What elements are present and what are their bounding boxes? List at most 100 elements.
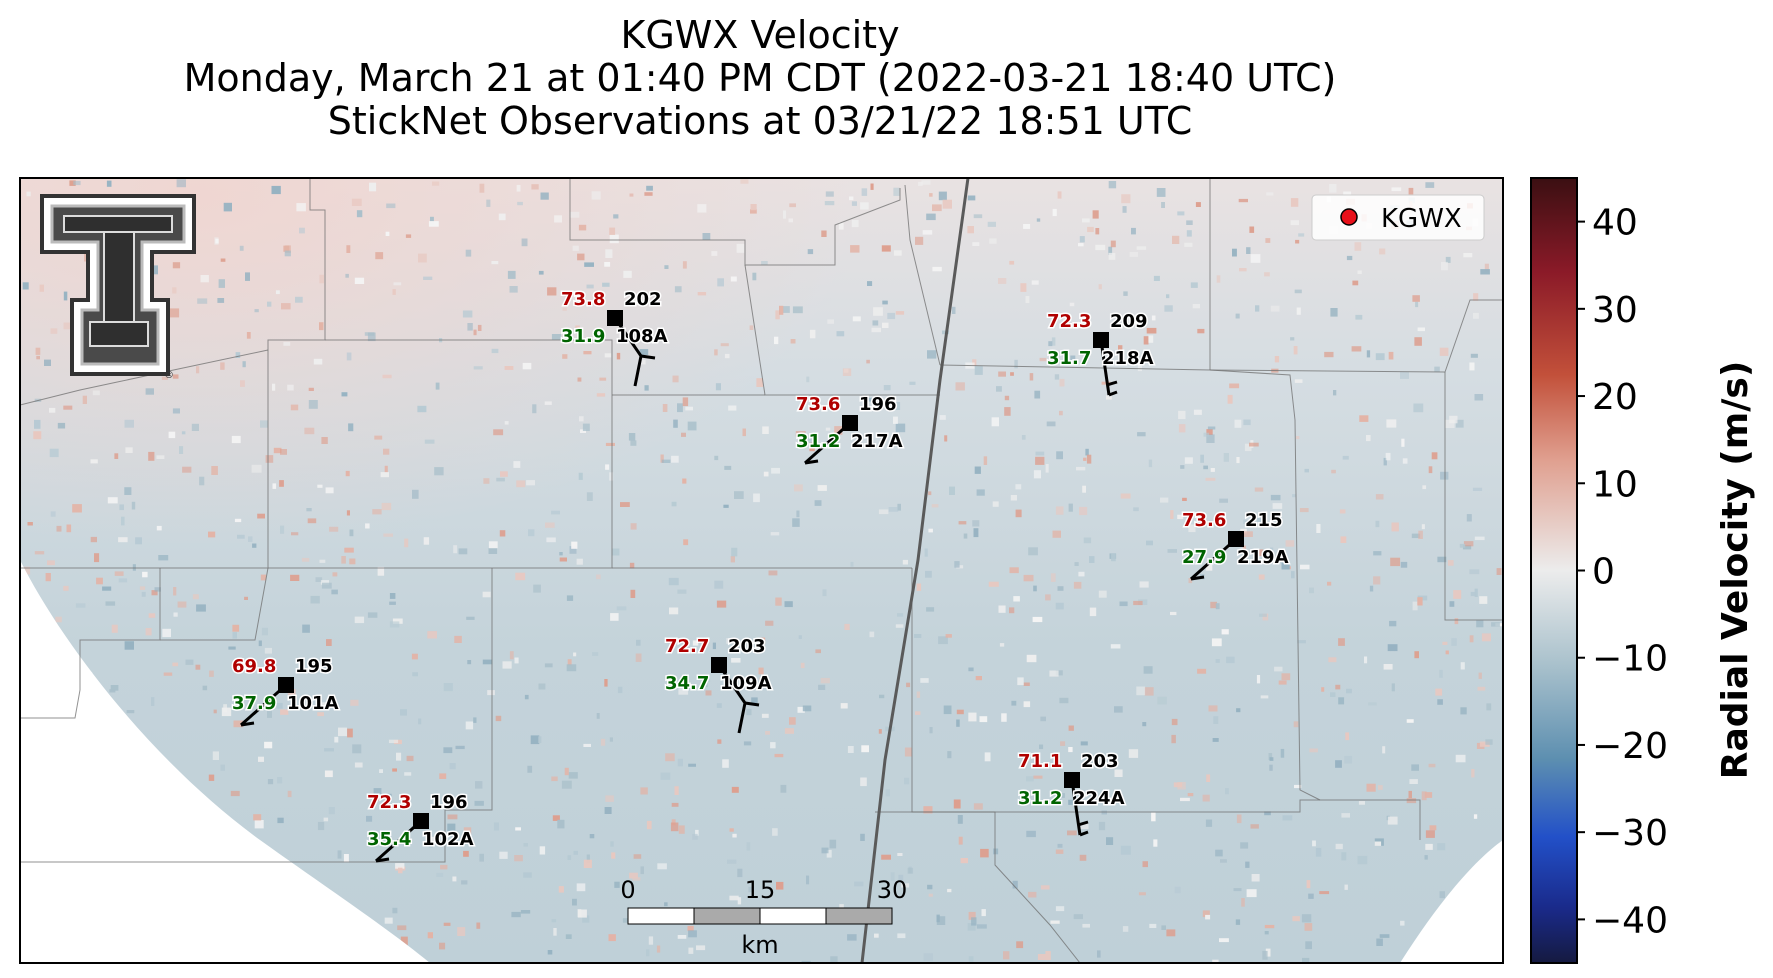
radar-speckle [748, 886, 754, 893]
colorbar: 40 30 20 10 0 −10 −20 −30 −40 Radial Velocity (m… [1530, 177, 1756, 964]
radar-speckle [452, 876, 457, 882]
radar-speckle [148, 613, 156, 618]
radar-speckle [784, 728, 794, 734]
radar-speckle [604, 262, 611, 267]
radar-speckle [57, 422, 66, 429]
radar-speckle [963, 533, 968, 539]
radar-speckle [1335, 760, 1342, 768]
radar-speckle [326, 639, 332, 646]
radar-speckle [1192, 304, 1200, 309]
radar-speckle [1097, 950, 1101, 958]
radar-speckle [538, 270, 544, 275]
radar-speckle [114, 571, 124, 576]
radar-speckle [1068, 725, 1074, 731]
radar-speckle [172, 374, 179, 379]
radar-speckle [346, 510, 350, 516]
radar-speckle [161, 376, 168, 380]
radar-speckle [788, 218, 793, 223]
radar-speckle [1170, 510, 1174, 519]
radar-speckle [118, 537, 128, 543]
radar-speckle [1474, 394, 1484, 401]
radar-speckle [551, 510, 560, 515]
radar-speckle [500, 471, 508, 477]
radar-speckle [349, 558, 356, 565]
radar-speckle [1171, 718, 1178, 726]
radar-speckle [22, 282, 29, 290]
radar-speckle [520, 910, 531, 914]
radar-speckle [1338, 697, 1345, 705]
radar-speckle [1052, 208, 1057, 217]
radar-speckle [254, 309, 259, 313]
radar-speckle [836, 331, 845, 337]
radar-speckle [1160, 497, 1169, 503]
radar-speckle [1079, 506, 1088, 516]
radar-speckle [656, 945, 661, 953]
radar-speckle [827, 319, 834, 324]
radar-speckle [1151, 315, 1156, 321]
radar-speckle [1234, 419, 1242, 428]
radar-speckle [264, 647, 272, 654]
double-t-logo: ® [40, 194, 196, 381]
radar-speckle [752, 272, 757, 281]
radar-speckle [63, 405, 73, 410]
radar-speckle [196, 366, 200, 374]
radar-speckle [172, 262, 181, 269]
station-wind-direction: 203 [728, 636, 766, 657]
radar-speckle [644, 385, 649, 391]
radar-speckle [1012, 880, 1018, 889]
radar-speckle [1110, 240, 1116, 248]
radar-speckle [1138, 892, 1146, 896]
radar-speckle [620, 502, 630, 507]
radar-speckle [704, 680, 708, 688]
radar-speckle [462, 310, 473, 318]
radar-speckle [1073, 581, 1082, 589]
radar-speckle [737, 868, 743, 878]
radar-speckle [273, 447, 282, 454]
radar-speckle [1485, 739, 1493, 745]
radar-speckle [1197, 668, 1207, 674]
radar-speckle [172, 662, 179, 667]
radar-speckle [495, 715, 502, 722]
radar-speckle [63, 291, 68, 301]
radar-speckle [1264, 931, 1269, 935]
radar-speckle [498, 213, 506, 221]
radar-speckle [822, 589, 827, 597]
wind-barb-flag [1077, 820, 1089, 827]
radar-speckle [992, 501, 999, 507]
radar-speckle [439, 942, 446, 950]
radar-speckle [797, 706, 805, 713]
radar-speckle [576, 883, 586, 892]
station-temperature: 71.1 [1018, 751, 1062, 772]
radar-speckle [1425, 843, 1433, 850]
radar-speckle [1079, 854, 1087, 861]
radar-speckle [465, 721, 474, 730]
radar-speckle [547, 287, 557, 296]
radar-speckle [1302, 957, 1310, 963]
radar-speckle [774, 336, 779, 345]
radar-speckle [1437, 843, 1446, 851]
radar-speckle [1053, 798, 1061, 805]
radar-speckle [1166, 294, 1170, 299]
radar-speckle [1129, 252, 1138, 257]
radar-speckle [308, 400, 318, 409]
radar-speckle [1239, 268, 1247, 272]
radar-speckle [1344, 755, 1353, 764]
radar-speckle [789, 717, 796, 725]
radar-speckle [882, 322, 889, 328]
radar-speckle [600, 738, 606, 746]
radar-speckle [1004, 407, 1011, 416]
radar-speckle [960, 858, 968, 864]
radar-speckle [172, 287, 177, 294]
radar-speckle [1137, 363, 1142, 372]
radar-speckle [815, 649, 821, 654]
radar-speckle [271, 185, 281, 195]
radar-speckle [569, 211, 580, 218]
radar-speckle [234, 518, 242, 523]
radar-speckle [281, 303, 291, 310]
radar-speckle [1142, 861, 1148, 868]
radar-speckle [384, 465, 388, 473]
station-id: 108A [616, 326, 668, 347]
radar-speckle [904, 777, 910, 785]
radar-speckle [967, 226, 974, 234]
radar-speckle [1290, 337, 1295, 341]
